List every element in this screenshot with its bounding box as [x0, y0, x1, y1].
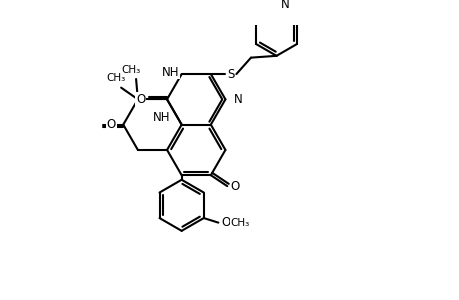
Text: CH₃: CH₃ [121, 64, 140, 74]
Text: O: O [106, 118, 116, 131]
Text: NH: NH [153, 111, 170, 124]
Text: N: N [233, 93, 242, 106]
Text: CH₃: CH₃ [230, 218, 249, 228]
Text: O: O [221, 216, 230, 229]
Text: O: O [136, 93, 145, 106]
Text: NH: NH [162, 66, 179, 79]
Text: O: O [230, 180, 240, 193]
Text: S: S [227, 68, 234, 81]
Text: CH₃: CH₃ [106, 73, 125, 83]
Text: N: N [280, 0, 289, 11]
